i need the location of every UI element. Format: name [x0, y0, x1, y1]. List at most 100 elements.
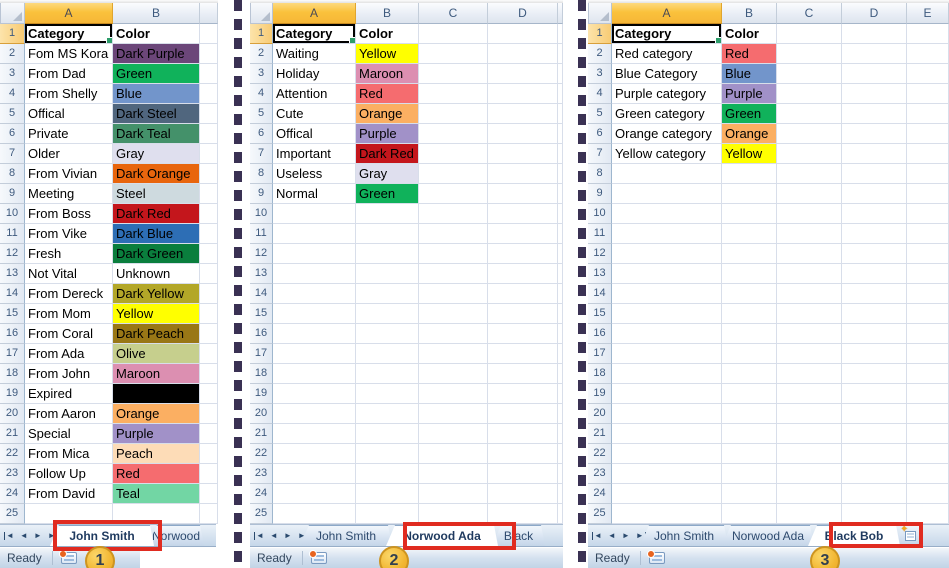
color-cell[interactable]	[356, 324, 419, 344]
empty-cell[interactable]	[907, 204, 949, 224]
color-cell[interactable]	[722, 364, 777, 384]
empty-cell[interactable]	[488, 424, 558, 444]
row-header-17[interactable]: 17	[250, 344, 273, 364]
row-header-15[interactable]: 15	[250, 304, 273, 324]
category-cell[interactable]	[612, 464, 722, 484]
color-cell[interactable]: Dark Teal	[113, 124, 200, 144]
row-header-3[interactable]: 3	[0, 64, 25, 84]
empty-cell[interactable]	[907, 424, 949, 444]
row-header-12[interactable]: 12	[250, 244, 273, 264]
empty-cell[interactable]	[777, 184, 842, 204]
empty-cell[interactable]	[488, 344, 558, 364]
sheet-tab-john-smith[interactable]: John Smith	[640, 525, 728, 546]
row-header-5[interactable]: 5	[588, 104, 612, 124]
color-cell[interactable]: Dark Peach	[113, 324, 200, 344]
color-cell[interactable]	[356, 264, 419, 284]
header-cell-color[interactable]: Color	[113, 24, 200, 44]
empty-cell[interactable]	[907, 444, 949, 464]
sheet-tab-norwood-ada[interactable]: Norwood Ada	[722, 525, 814, 546]
empty-cell[interactable]	[907, 484, 949, 504]
empty-cell[interactable]	[200, 424, 218, 444]
category-cell[interactable]: From Coral	[25, 324, 113, 344]
color-cell[interactable]: Teal	[113, 484, 200, 504]
empty-cell[interactable]	[200, 504, 218, 524]
category-cell[interactable]	[612, 404, 722, 424]
empty-cell[interactable]	[488, 184, 558, 204]
empty-cell[interactable]	[488, 84, 558, 104]
row-header-8[interactable]: 8	[0, 164, 25, 184]
empty-cell[interactable]	[419, 444, 488, 464]
empty-cell[interactable]	[488, 224, 558, 244]
empty-cell[interactable]	[558, 444, 563, 464]
empty-cell[interactable]	[842, 404, 907, 424]
color-cell[interactable]	[722, 184, 777, 204]
category-cell[interactable]	[273, 504, 356, 524]
category-cell[interactable]: Offical	[273, 124, 356, 144]
column-header-b[interactable]: B	[113, 3, 200, 24]
category-cell[interactable]	[612, 504, 722, 524]
color-cell[interactable]: Purple	[113, 424, 200, 444]
row-header-6[interactable]: 6	[0, 124, 25, 144]
category-cell[interactable]	[612, 424, 722, 444]
row-header-2[interactable]: 2	[588, 44, 612, 64]
color-cell[interactable]: Red	[356, 84, 419, 104]
empty-cell[interactable]	[488, 164, 558, 184]
category-cell[interactable]: Green category	[612, 104, 722, 124]
column-header-a[interactable]: A	[612, 3, 722, 24]
color-cell[interactable]: Dark Yellow	[113, 284, 200, 304]
color-cell[interactable]	[356, 304, 419, 324]
row-header-23[interactable]: 23	[588, 464, 612, 484]
empty-cell[interactable]	[558, 184, 563, 204]
empty-cell[interactable]	[558, 364, 563, 384]
empty-cell[interactable]	[419, 64, 488, 84]
color-cell[interactable]: Dark Orange	[113, 164, 200, 184]
empty-cell[interactable]	[488, 384, 558, 404]
empty-cell[interactable]	[558, 404, 563, 424]
category-cell[interactable]	[273, 204, 356, 224]
empty-cell[interactable]	[200, 224, 218, 244]
empty-cell[interactable]	[842, 364, 907, 384]
color-cell[interactable]	[722, 204, 777, 224]
color-cell[interactable]: Dark Steel	[113, 104, 200, 124]
category-cell[interactable]	[612, 384, 722, 404]
empty-cell[interactable]	[777, 124, 842, 144]
category-cell[interactable]: Offical	[25, 104, 113, 124]
header-cell-color[interactable]: Color	[722, 24, 777, 44]
column-header-c[interactable]: C	[777, 3, 842, 24]
color-cell[interactable]	[113, 384, 200, 404]
category-cell[interactable]: Important	[273, 144, 356, 164]
empty-cell[interactable]	[200, 204, 218, 224]
scroll-next-icon[interactable]: ►	[33, 530, 42, 540]
empty-cell[interactable]	[558, 484, 563, 504]
empty-cell[interactable]	[488, 24, 558, 44]
empty-cell[interactable]	[200, 404, 218, 424]
color-cell[interactable]: Orange	[722, 124, 777, 144]
category-cell[interactable]	[612, 184, 722, 204]
empty-cell[interactable]	[777, 144, 842, 164]
row-header-22[interactable]: 22	[250, 444, 273, 464]
color-cell[interactable]	[722, 324, 777, 344]
row-header-9[interactable]: 9	[0, 184, 25, 204]
empty-cell[interactable]	[907, 104, 949, 124]
empty-cell[interactable]	[907, 464, 949, 484]
empty-cell[interactable]	[907, 184, 949, 204]
color-cell[interactable]: Dark Green	[113, 244, 200, 264]
row-header-11[interactable]: 11	[588, 224, 612, 244]
empty-cell[interactable]	[842, 44, 907, 64]
category-cell[interactable]: Follow Up	[25, 464, 113, 484]
category-cell[interactable]	[273, 344, 356, 364]
category-cell[interactable]: From Dad	[25, 64, 113, 84]
scroll-first-icon[interactable]: ◄	[254, 530, 264, 540]
color-cell[interactable]: Purple	[722, 84, 777, 104]
empty-cell[interactable]	[907, 404, 949, 424]
color-cell[interactable]: Maroon	[356, 64, 419, 84]
empty-cell[interactable]	[488, 44, 558, 64]
select-all-corner-icon[interactable]	[250, 3, 273, 24]
empty-cell[interactable]	[419, 404, 488, 424]
empty-cell[interactable]	[200, 44, 218, 64]
empty-cell[interactable]	[200, 144, 218, 164]
empty-cell[interactable]	[419, 264, 488, 284]
empty-cell[interactable]	[419, 304, 488, 324]
color-cell[interactable]	[722, 264, 777, 284]
select-all-corner-icon[interactable]	[588, 3, 612, 24]
